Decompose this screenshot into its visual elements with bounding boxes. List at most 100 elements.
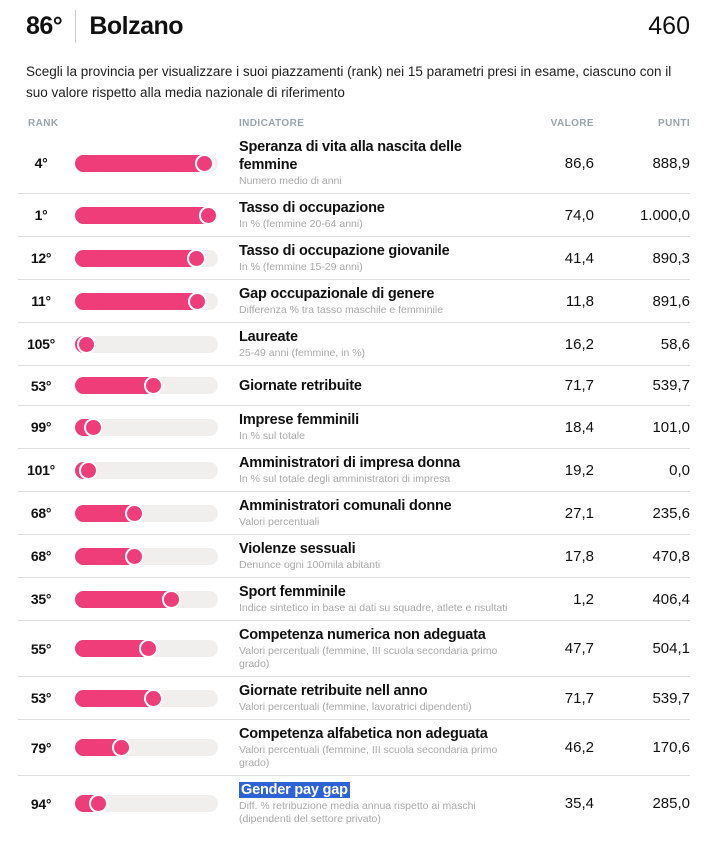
rank-bar xyxy=(75,639,218,658)
table-row: 1° Tasso di occupazione In % (femmine 20… xyxy=(18,194,690,237)
table-row: 35° Sport femminile Indice sintetico in … xyxy=(18,578,690,621)
indicator-title: Amministratori di impresa donna xyxy=(239,455,461,471)
rank-value: 68° xyxy=(30,505,52,521)
bar-track xyxy=(75,291,218,311)
indicator-points: 539,7 xyxy=(652,689,690,707)
bar-fill xyxy=(75,377,164,394)
indicator-title: Gap occupazionale di genere xyxy=(239,286,435,302)
indicator-points: 890,3 xyxy=(652,249,690,267)
bar-knob xyxy=(199,205,218,225)
bar-knob xyxy=(77,334,97,354)
rank-value: 68° xyxy=(30,548,52,564)
bar-knob xyxy=(161,589,181,609)
bar-knob xyxy=(124,503,144,523)
bar-fill xyxy=(75,206,218,224)
indicator-title: Violenze sessuali xyxy=(239,541,356,557)
rank-value: 1° xyxy=(34,207,48,223)
indicator-subtitle: Differenza % tra tasso maschile e femmin… xyxy=(239,304,444,316)
rank-bar xyxy=(75,291,218,311)
indicator-subtitle: In % sul totale xyxy=(239,430,305,442)
indicator-cell: Imprese femminili In % sul totale xyxy=(239,411,522,443)
description-text: Scegli la provincia per visualizzare i s… xyxy=(26,64,672,100)
indicator-subtitle: In % (femmine 20-64 anni) xyxy=(239,218,363,230)
table-row: 68° Violenze sessuali Denunce ogni 100mi… xyxy=(18,535,690,578)
bar-fill xyxy=(75,689,164,707)
indicator-title: Tasso di occupazione xyxy=(239,200,385,216)
indicator-subtitle: Valori percentuali (femmine, lavoratrici… xyxy=(239,701,472,713)
table-row: 94° Gender pay gap Diff. % retribuzione … xyxy=(18,776,690,831)
table-row: 68° Amministratori comunali donne Valori… xyxy=(18,492,690,535)
bar-track xyxy=(75,153,218,173)
indicator-subtitle: Diff. % retribuzione media annua rispett… xyxy=(239,800,476,825)
bar-track xyxy=(75,460,218,480)
rank-value: 94° xyxy=(30,795,52,812)
bar-track xyxy=(75,334,218,354)
indicator-value: 16,2 xyxy=(564,335,594,353)
indicator-value: 46,2 xyxy=(564,739,594,756)
indicator-title: Competenza numerica non adeguata xyxy=(239,627,486,643)
rank-value: 4° xyxy=(34,155,48,171)
indicator-cell: Speranza di vita alla nascita delle femm… xyxy=(239,138,522,188)
bar-knob xyxy=(144,688,164,708)
indicator-title: Tasso di occupazione giovanile xyxy=(239,243,450,259)
indicator-value: 71,7 xyxy=(564,377,594,394)
indicator-subtitle: Valori percentuali (femmine, III scuola … xyxy=(239,744,498,769)
bar-knob xyxy=(83,417,103,437)
rank-bar xyxy=(75,334,218,354)
bar-track xyxy=(75,503,218,523)
indicator-value: 19,2 xyxy=(564,461,594,479)
rank-bar xyxy=(75,503,218,523)
bar-track xyxy=(75,738,218,757)
indicator-title: Speranza di vita alla nascita delle femm… xyxy=(239,139,462,173)
rank-bar xyxy=(75,688,218,708)
bar-knob xyxy=(144,376,164,395)
rank-bar xyxy=(75,417,218,437)
indicator-value: 41,4 xyxy=(564,249,594,267)
table-row: 79° Competenza alfabetica non adeguata V… xyxy=(18,720,690,776)
indicator-cell: Gender pay gap Diff. % retribuzione medi… xyxy=(239,781,522,826)
indicator-cell: Violenze sessuali Denunce ogni 100mila a… xyxy=(239,540,522,572)
bar-fill xyxy=(75,590,181,608)
indicator-cell: Amministratori comunali donne Valori per… xyxy=(239,497,522,529)
rank-value: 11° xyxy=(31,293,51,309)
indicator-value: 86,6 xyxy=(564,154,594,172)
indicator-points: 170,6 xyxy=(652,739,690,756)
indicator-points: 1.000,0 xyxy=(639,206,690,224)
rank-value: 55° xyxy=(30,640,52,657)
header-divider xyxy=(75,10,77,43)
indicator-subtitle: Numero medio di anni xyxy=(239,175,342,187)
indicator-points: 58,6 xyxy=(660,335,690,353)
indicator-title: Giornate retribuite nell anno xyxy=(239,683,428,699)
indicator-cell: Giornate retribuite nell anno Valori per… xyxy=(239,682,522,714)
rank-bar xyxy=(75,460,218,480)
bar-knob xyxy=(78,460,98,480)
indicator-cell: Amministratori di impresa donna In % sul… xyxy=(239,454,522,486)
indicator-subtitle: Denunce ogni 100mila abitanti xyxy=(239,559,381,571)
bar-track xyxy=(75,417,218,437)
indicator-points: 891,6 xyxy=(652,292,690,310)
indicator-points: 101,0 xyxy=(652,418,690,436)
table-row: 101° Amministratori di impresa donna In … xyxy=(18,449,690,492)
table-row: 53° Giornate retribuite nell anno Valori… xyxy=(18,677,690,720)
table-row: 11° Gap occupazionale di genere Differen… xyxy=(18,280,690,323)
header: 86° Bolzano 460 xyxy=(18,6,690,45)
indicator-value: 17,8 xyxy=(564,547,594,565)
indicator-value: 18,4 xyxy=(564,418,594,436)
indicator-cell: Competenza numerica non adeguata Valori … xyxy=(239,626,522,671)
bar-fill xyxy=(75,154,215,172)
indicator-table-body: 4° Speranza di vita alla nascita delle f… xyxy=(18,133,690,831)
indicator-value: 1,2 xyxy=(573,590,594,608)
bar-knob xyxy=(124,546,144,566)
indicator-cell: Competenza alfabetica non adeguata Valor… xyxy=(239,725,522,770)
bar-knob xyxy=(139,639,159,658)
table-row: 55° Competenza numerica non adeguata Val… xyxy=(18,621,690,677)
bar-fill xyxy=(75,640,159,657)
rank-value: 101° xyxy=(27,462,55,478)
bar-knob xyxy=(112,738,132,757)
indicator-points: 470,8 xyxy=(652,547,690,565)
indicator-title: Imprese femminili xyxy=(239,412,359,428)
indicator-points: 285,0 xyxy=(652,795,690,812)
bar-track xyxy=(75,794,218,813)
rank-value: 79° xyxy=(30,739,52,756)
indicator-subtitle: In % (femmine 15-29 anni) xyxy=(239,261,363,273)
